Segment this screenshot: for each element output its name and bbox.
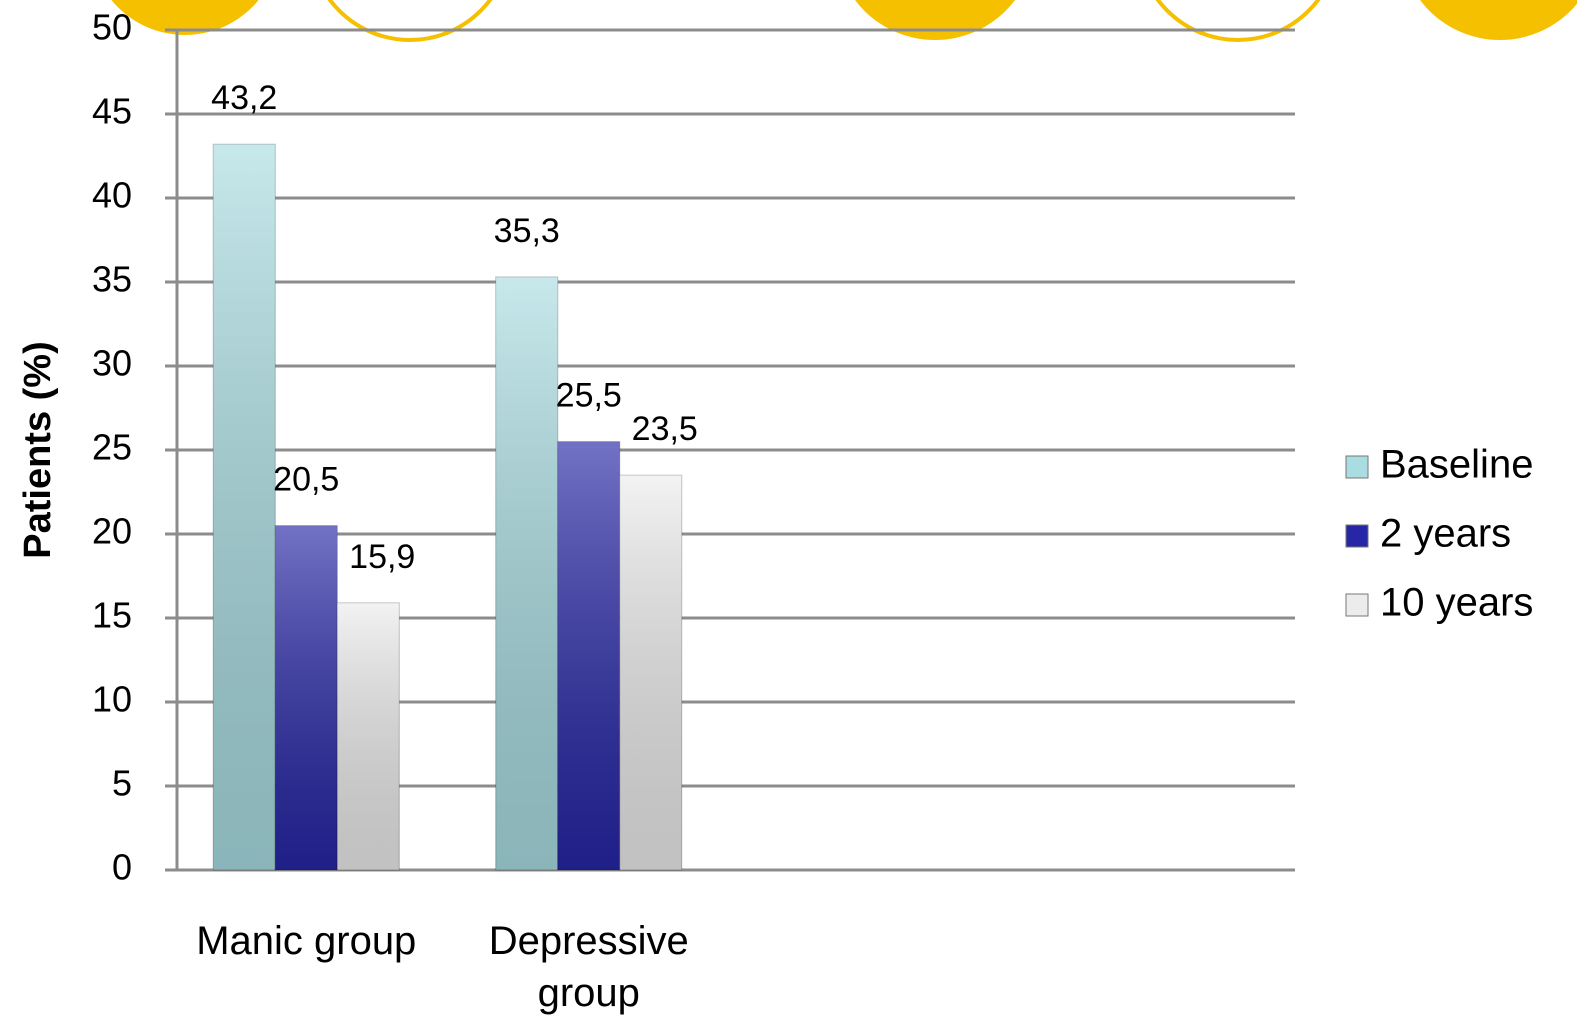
legend-marker (1345, 524, 1369, 548)
y-tick-label: 10 (92, 679, 132, 720)
decor-circle (1155, 0, 1321, 42)
decor-circle (327, 0, 493, 42)
legend-label: Baseline (1380, 443, 1533, 487)
decor-circle (111, 0, 259, 35)
decor-circle (1420, 0, 1577, 40)
y-tick-label: 0 (112, 847, 132, 888)
x-tick-label: Manic group (196, 919, 417, 963)
y-tick-label: 25 (92, 427, 132, 468)
bar-shade (213, 144, 276, 871)
data-label: 43,2 (211, 79, 277, 117)
y-tick-label: 5 (112, 763, 132, 804)
decor-circle (855, 0, 1015, 40)
y-tick-label: 50 (92, 7, 132, 48)
x-tick-label: Depressive group (488, 919, 689, 1015)
legend-label: 10 years (1380, 581, 1533, 625)
bar-shade (557, 441, 620, 870)
y-tick-label: 45 (92, 91, 132, 132)
bar-shade (495, 276, 558, 871)
legend-marker (1345, 593, 1369, 617)
data-label: 20,5 (273, 461, 339, 499)
y-tick-label: 20 (92, 511, 132, 552)
data-label: 23,5 (632, 410, 698, 448)
bar-shade (619, 475, 682, 870)
legend-label: 2 years (1380, 512, 1511, 556)
y-tick-label: 40 (92, 175, 132, 216)
y-tick-label: 35 (92, 259, 132, 300)
data-label: 15,9 (349, 538, 415, 576)
data-label: 35,3 (494, 212, 560, 250)
bar-shade (275, 525, 338, 870)
y-axis-title: Patients (%) (17, 341, 59, 558)
data-label: 25,5 (556, 377, 622, 415)
bar-shade (337, 602, 400, 870)
legend-marker (1345, 455, 1369, 479)
y-tick-label: 15 (92, 595, 132, 636)
y-tick-label: 30 (92, 343, 132, 384)
